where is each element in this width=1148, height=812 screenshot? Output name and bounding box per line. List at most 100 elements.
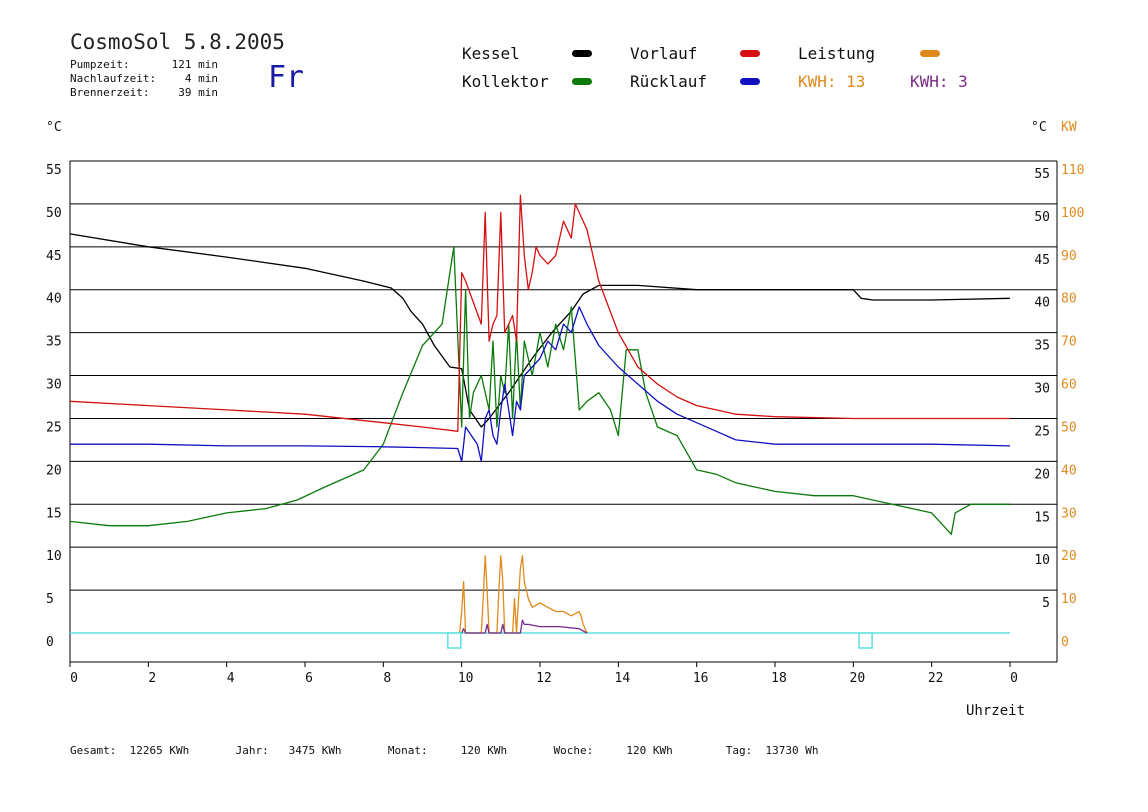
x-tick-label: 16	[693, 671, 709, 686]
tag-label: Tag:	[725, 744, 753, 757]
grid-lines	[70, 160, 1057, 591]
nachlaufzeit-value: 4 min	[184, 72, 218, 85]
kwh-total-orange: KWH: 13	[798, 72, 865, 91]
y-left-unit: °C	[46, 120, 62, 135]
kwh-orange-label: KWH:	[798, 72, 837, 91]
y-right-power-tick-label: 30	[1061, 506, 1077, 521]
y-right-power-tick-label: 100	[1061, 206, 1084, 221]
y-left-tick-label: 15	[46, 506, 62, 521]
kwh-purple-label: KWH:	[910, 72, 949, 91]
kwh-orange-value: 13	[846, 72, 866, 91]
legend-vorlauf-label: Vorlauf	[630, 44, 698, 63]
y-right-temp-tick-label: 45	[1034, 253, 1050, 268]
pump-marker	[858, 632, 873, 649]
y-left-tick-label: 50	[46, 206, 62, 221]
x-tick-label: 8	[383, 671, 391, 686]
y-left-tick-label: 35	[46, 335, 62, 350]
y-power-unit: KW	[1061, 120, 1077, 135]
y-left-tick-label: 25	[46, 420, 62, 435]
pump-marker	[447, 632, 462, 649]
gesamt-label: Gesamt:	[70, 744, 117, 757]
y-right-temp-tick-label: 10	[1034, 553, 1050, 568]
brennerzeit-value: 39 min	[178, 86, 218, 99]
axes	[69, 161, 1058, 667]
series-line-kessel	[69, 233, 1011, 428]
monat-label: Monat:	[387, 744, 428, 757]
y-right-temp-tick-label: 5	[1042, 596, 1050, 611]
y-right-power-tick-label: 50	[1061, 420, 1077, 435]
legend-kessel-swatch	[572, 50, 592, 57]
y-right-temp-tick-label: 50	[1034, 210, 1050, 225]
y-right-temp-tick-label: 40	[1034, 296, 1050, 311]
x-tick-label: 2	[148, 671, 156, 686]
y-left-tick-label: 5	[46, 592, 54, 607]
chart-title: CosmoSol 5.8.2005	[70, 30, 285, 54]
legend-ruecklauf-label: Rücklauf	[630, 72, 708, 91]
y-left-tick-label: 10	[46, 549, 62, 564]
x-tick-label: 14	[615, 671, 631, 686]
y-right-power-tick-label: 40	[1061, 463, 1077, 478]
jahr-value: 3475 KWh	[288, 744, 342, 757]
gesamt-value: 12265 KWh	[129, 744, 190, 757]
y-right-temp-tick-label: 30	[1034, 382, 1050, 397]
y-left-tick-label: 30	[46, 378, 62, 393]
y-right-power-tick-label: 0	[1061, 635, 1069, 650]
pumpzeit-value: 121 min	[171, 58, 218, 71]
y-right-temp-tick-label: 15	[1034, 510, 1050, 525]
y-right-power-tick-label: 110	[1061, 163, 1084, 178]
energy-summary: Gesamt: 12265 KWh Jahr: 3475 KWh Monat: …	[70, 744, 818, 757]
x-tick-label: 12	[536, 671, 552, 686]
nachlaufzeit-label: Nachlaufzeit:	[70, 72, 157, 85]
series-lines	[69, 194, 1011, 634]
woche-label: Woche:	[553, 744, 594, 757]
legend-leistung-swatch	[920, 50, 940, 57]
y-right-power-tick-label: 80	[1061, 292, 1077, 307]
x-axis-label: Uhrzeit	[966, 703, 1025, 719]
y-left-tick-label: 20	[46, 463, 62, 478]
x-tick-label: 6	[305, 671, 313, 686]
weekday-label: Fr	[268, 60, 305, 95]
y-right-power-tick-label: 70	[1061, 335, 1077, 350]
pump-markers	[447, 632, 873, 649]
legend-kessel-label: Kessel	[462, 44, 520, 63]
series-line-r-cklauf	[70, 306, 1011, 463]
x-tick-label: 4	[227, 671, 235, 686]
x-tick-label: 10	[458, 671, 474, 686]
y-left-tick-label: 55	[46, 163, 62, 178]
y-right-power-tick-label: 20	[1061, 549, 1077, 564]
y-right-power-tick-label: 60	[1061, 378, 1077, 393]
x-tick-label: 0	[1010, 671, 1018, 686]
y-left-tick-label: 45	[46, 249, 62, 264]
legend-ruecklauf-swatch	[740, 78, 760, 85]
y-right-unit: °C	[1031, 120, 1047, 135]
series-line-vorlauf	[69, 194, 1010, 432]
pumpzeit-label: Pumpzeit:	[70, 58, 130, 71]
series-line-kwh-purple	[461, 619, 588, 634]
y-left-tick-label: 0	[46, 635, 54, 650]
legend-kollektor-swatch	[572, 78, 592, 85]
x-tick-label: 18	[771, 671, 787, 686]
series-line-kollektor	[69, 246, 1010, 535]
woche-value: 120 KWh	[626, 744, 673, 757]
y-left-tick-label: 40	[46, 292, 62, 307]
kwh-total-purple: KWH: 3	[910, 72, 968, 91]
legend-kollektor-label: Kollektor	[462, 72, 549, 91]
y-right-temp-tick-label: 55	[1034, 167, 1050, 182]
tag-value: 13730 Wh	[765, 744, 819, 757]
legend-vorlauf-swatch	[740, 50, 760, 57]
brennerzeit-label: Brennerzeit:	[70, 86, 150, 99]
jahr-label: Jahr:	[235, 744, 269, 757]
y-right-temp-tick-label: 20	[1034, 467, 1050, 482]
y-right-temp-tick-label: 35	[1034, 339, 1050, 354]
x-tick-label: 22	[928, 671, 944, 686]
y-right-power-tick-label: 10	[1061, 592, 1077, 607]
y-right-power-tick-label: 90	[1061, 249, 1077, 264]
monat-value: 120 KWh	[460, 744, 508, 757]
x-tick-label: 20	[850, 671, 866, 686]
tick-labels: 0 2 4 6 8 10 12 14 16 18 20 22 055504540353025201510…	[46, 120, 1084, 719]
x-tick-label: 0	[70, 671, 78, 686]
legend-leistung-label: Leistung	[798, 44, 876, 63]
kwh-purple-value: 3	[958, 72, 968, 91]
y-right-temp-tick-label: 25	[1034, 424, 1050, 439]
